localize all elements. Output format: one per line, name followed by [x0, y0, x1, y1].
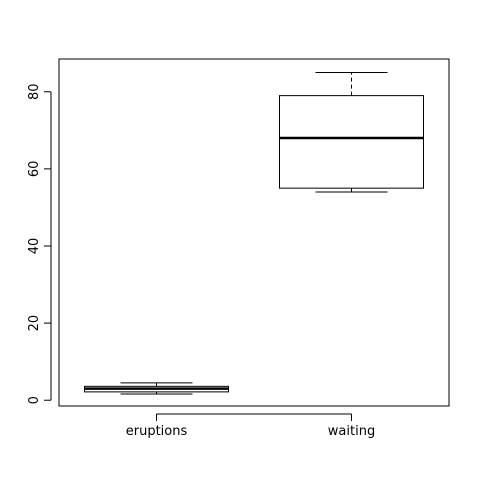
x-tick-label: waiting [328, 424, 375, 439]
x-tick-label: eruptions [126, 424, 188, 439]
y-tick-label: 80 [27, 83, 42, 100]
box-eruptions [84, 382, 229, 395]
plot-frame [58, 58, 450, 407]
y-tick-label: 20 [27, 315, 42, 332]
box-group [84, 71, 424, 395]
iqr-box [279, 95, 424, 189]
y-tick-label: 0 [27, 396, 42, 404]
box-waiting [279, 71, 424, 193]
y-tick-label: 40 [27, 238, 42, 255]
y-axis: 0 20 40 60 80 [27, 83, 52, 404]
y-tick-label: 60 [27, 161, 42, 178]
x-axis: eruptions waiting [126, 413, 375, 439]
